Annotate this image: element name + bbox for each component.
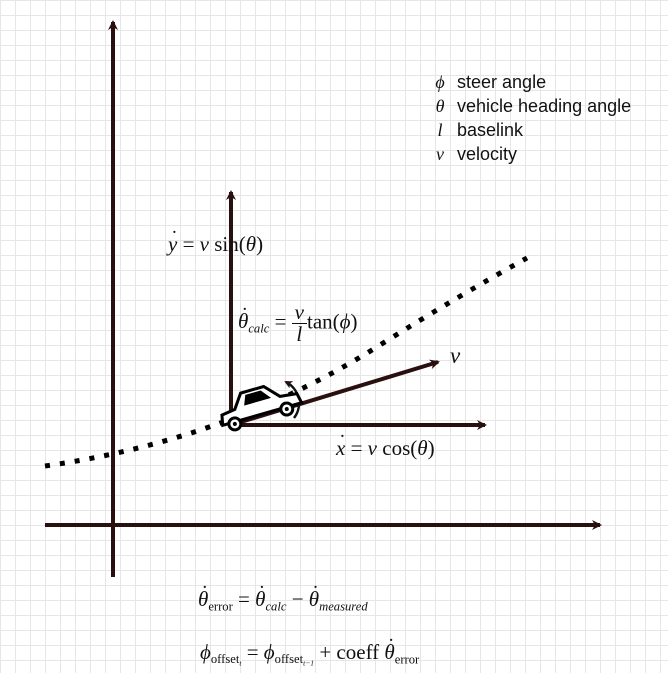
legend-item-steer: ϕ steer angle: [428, 72, 546, 93]
theta-arg: θ: [245, 232, 257, 256]
v-symbol: v: [436, 144, 444, 164]
theta-dot-symbol: θ: [384, 640, 394, 664]
theta-dot-symbol: θ: [198, 587, 208, 611]
offset-sub: offset: [210, 652, 240, 667]
measured-sub: measured: [319, 599, 368, 614]
offset-sub: offset: [274, 652, 304, 667]
theta-arg: θ: [417, 436, 428, 460]
phi-symbol: ϕ: [435, 72, 445, 92]
phi-symbol: ϕ: [263, 640, 275, 664]
calc-sub: calc: [248, 321, 270, 336]
cos-func: cos(: [382, 436, 418, 460]
legend-label: steer angle: [457, 72, 547, 92]
theta-symbol: θ: [435, 96, 445, 116]
close-paren: ): [427, 436, 435, 460]
coeff-term: coeff: [336, 640, 380, 664]
legend-item-velocity: v velocity: [428, 144, 517, 165]
v-term: v: [199, 232, 209, 256]
theta-dot-symbol: θ: [255, 587, 265, 611]
legend-label: velocity: [457, 144, 518, 164]
close-paren: ): [350, 309, 358, 334]
legend-label: vehicle heading angle: [457, 96, 632, 116]
theta-dot-symbol: θ: [238, 309, 248, 333]
l-symbol: l: [437, 120, 443, 140]
v-term: v: [367, 436, 377, 460]
phi-arg: ϕ: [339, 309, 351, 334]
phi-symbol: ϕ: [200, 640, 211, 664]
phi-offset-equation: ϕoffsett = ϕoffsett−1 + coeff θerror: [200, 640, 419, 668]
theta-dot-symbol: θ: [309, 587, 319, 611]
fraction-denominator: l: [296, 322, 303, 346]
x-dot-equation: x = v cos(θ): [336, 436, 435, 461]
legend-label: baselink: [457, 120, 524, 140]
y-dot-symbol: y: [168, 232, 177, 256]
tan-func: tan(: [306, 309, 340, 334]
theta-error-equation: θerror = θcalc − θmeasured: [198, 587, 368, 614]
theta-calc-equation: θcalc = v l tan(ϕ): [238, 302, 358, 345]
sin-func: sin(: [214, 232, 246, 256]
car-icon: [220, 384, 304, 432]
fraction-numerator: v: [291, 302, 307, 324]
x-dot-symbol: x: [336, 436, 345, 460]
legend-item-baselink: l baselink: [428, 120, 523, 141]
v-over-l-fraction: v l: [291, 302, 307, 346]
t-minus-one-sub: t−1: [303, 659, 315, 669]
error-sub: error: [208, 599, 233, 614]
velocity-label: v: [450, 343, 461, 368]
t-sub: t: [239, 659, 242, 669]
y-dot-equation: y = v sin(θ): [168, 232, 263, 257]
close-paren: ): [256, 232, 264, 256]
vehicle-path: [44, 255, 529, 469]
legend-item-heading: θ vehicle heading angle: [428, 96, 632, 117]
error-sub: error: [394, 652, 420, 667]
calc-sub: calc: [265, 599, 287, 614]
